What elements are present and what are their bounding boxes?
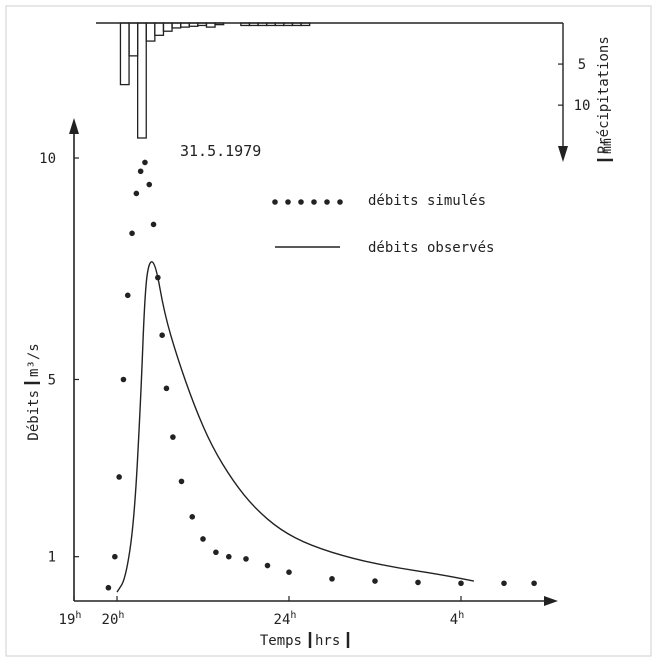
simulated-point (159, 332, 165, 339)
precip-bar (300, 22, 311, 27)
x-tick-sup: h (458, 610, 464, 621)
precip-bar (248, 22, 259, 27)
precip-bar (197, 22, 208, 27)
simulated-point (415, 579, 421, 586)
legend-dot (298, 199, 304, 205)
precip-bar (171, 22, 182, 29)
precip-bar (214, 22, 225, 26)
precip-bar (179, 22, 190, 28)
simulated-point (200, 536, 206, 542)
legend-simulated-marker (272, 199, 343, 205)
figure-frame (5, 5, 652, 657)
x-tick-sup: h (75, 610, 81, 621)
precip-axis-label: Précipitations| (596, 22, 612, 154)
precip-unit: mm (597, 138, 615, 162)
simulated-point (458, 580, 464, 587)
x-tick-sup: h (118, 610, 124, 621)
precip-bar (257, 22, 268, 27)
simulated-point (124, 292, 131, 299)
simulated-point (286, 569, 292, 576)
precip-bar (205, 22, 216, 28)
precip-bar (283, 22, 294, 27)
simulated-point (243, 556, 249, 562)
simulated-point (264, 562, 271, 569)
precip-bars (119, 22, 311, 139)
legend-dot (272, 199, 278, 205)
x-tick-sup: h (290, 610, 296, 621)
y-tick-label: 10 (39, 151, 56, 167)
x-axis-label: Temps hrs (260, 632, 350, 649)
simulated-point (133, 190, 140, 197)
x-tick-label: 4h (450, 610, 464, 628)
precip-ticks: 5 10 (558, 57, 590, 114)
simulated-point (329, 576, 335, 582)
y-axis-unit: m³/s (26, 343, 42, 377)
legend-observed-label: débits observés (368, 240, 494, 256)
observed-line (116, 261, 475, 593)
y-tick-label: 5 (48, 373, 56, 389)
y-axis-arrow (69, 118, 79, 134)
simulated-point (146, 181, 153, 188)
precip-bar (265, 22, 276, 27)
series-layer (105, 159, 537, 593)
y-tick-label: 1 (48, 550, 56, 566)
simulated-point (213, 549, 219, 556)
simulated-point (137, 168, 144, 175)
precip-tick-label: 5 (578, 57, 586, 73)
precip-unit-text: mm (600, 138, 615, 154)
simulated-point (163, 385, 170, 392)
simulated-point (178, 478, 185, 485)
precip-bar (119, 22, 130, 86)
legend: débits simulés débits observés (272, 193, 494, 256)
simulated-point (150, 221, 157, 228)
simulated-point (170, 434, 176, 440)
simulated-point (142, 159, 148, 166)
date-label: 31.5.1979 (180, 142, 261, 160)
precip-bar (274, 22, 285, 27)
legend-dot (285, 199, 291, 205)
precip-tick-label: 10 (574, 98, 591, 114)
precip-bar (188, 22, 199, 27)
simulated-point (112, 553, 118, 560)
y-axis-label-text: Débits (26, 390, 42, 441)
y-axis-label: Débits m³/s (24, 343, 42, 441)
legend-dot (324, 199, 330, 205)
precip-bar (162, 22, 173, 32)
x-axis-unit: hrs (315, 633, 340, 649)
simulated-point (501, 580, 507, 587)
simulated-point (531, 580, 537, 587)
x-tick-label: 20h (102, 610, 125, 628)
simulated-point (129, 230, 135, 237)
x-tick-label: 24h (274, 610, 297, 628)
precip-bar (136, 22, 147, 139)
precip-bar (128, 22, 139, 57)
axis-ticks: 19h 20h 24h 4h 1 5 10 (39, 151, 464, 628)
precip-axis-arrow (558, 146, 568, 162)
simulated-point (226, 553, 232, 560)
simulated-point (105, 584, 112, 591)
precip-bar (154, 22, 165, 36)
simulated-point (372, 578, 378, 584)
precip-bar (291, 22, 302, 27)
simulated-point (116, 474, 122, 480)
x-tick-label: 19h (59, 610, 82, 628)
precip-bar (145, 22, 156, 42)
precip-bar (240, 22, 251, 27)
legend-simulated-label: débits simulés (368, 193, 486, 209)
x-axis-arrow (544, 596, 558, 606)
x-axis-label-text: Temps (260, 633, 302, 649)
simulated-point (120, 376, 127, 383)
legend-dot (311, 199, 317, 205)
legend-dot (337, 199, 343, 205)
simulated-point (189, 514, 196, 520)
